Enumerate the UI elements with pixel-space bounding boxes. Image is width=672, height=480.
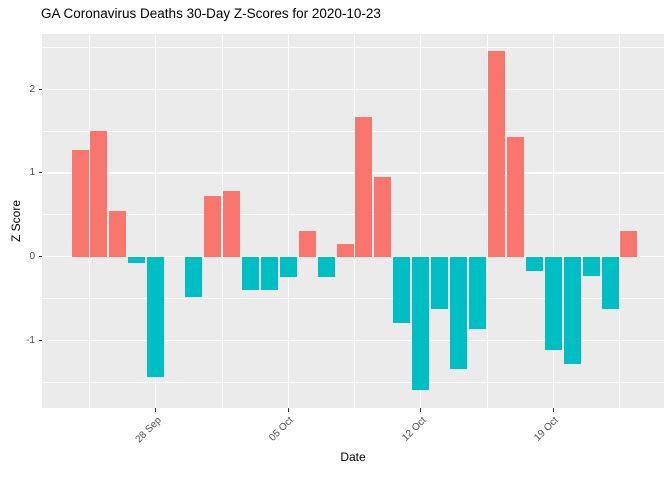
x-axis-title: Date: [340, 450, 366, 464]
bar-2020-09-25: [90, 131, 108, 257]
bar-2020-10-16: [487, 50, 505, 257]
x-tick-label: 05 Oct: [267, 415, 296, 444]
y-tick-label: 0: [29, 251, 35, 263]
x-tick-label: 19 Oct: [532, 415, 562, 444]
bar-2020-10-20: [563, 256, 581, 364]
bar-2020-10-10: [374, 177, 392, 257]
x-tick-mark: [287, 408, 289, 412]
x-major-gridline: [552, 34, 554, 408]
bar-2020-10-15: [469, 256, 487, 330]
y-minor-gridline: [42, 298, 664, 299]
bar-2020-09-28: [147, 256, 165, 378]
y-tick-mark: [38, 172, 42, 174]
y-minor-gridline: [42, 130, 664, 132]
bar-2020-10-09: [355, 116, 373, 257]
y-major-gridline: [42, 172, 664, 174]
x-tick-label: 28 Sep: [133, 415, 164, 446]
y-tick-mark: [38, 88, 42, 90]
bar-2020-10-11: [393, 256, 411, 323]
y-tick-mark: [38, 256, 42, 258]
bar-2020-10-06: [298, 230, 316, 257]
y-major-gridline: [42, 88, 664, 90]
x-major-gridline: [287, 34, 289, 408]
y-tick-label: 2: [29, 83, 35, 95]
x-minor-gridline: [89, 34, 90, 408]
bar-2020-09-24: [71, 150, 89, 257]
x-major-gridline: [420, 34, 422, 408]
bar-2020-10-08: [336, 244, 354, 257]
x-tick-label: 12 Oct: [399, 415, 429, 444]
bar-2020-10-04: [260, 256, 278, 290]
bar-2020-09-26: [109, 210, 127, 257]
bar-2020-10-19: [544, 256, 562, 351]
plot-panel: [42, 34, 664, 408]
chart-title: GA Coronavirus Deaths 30-Day Z-Scores fo…: [41, 6, 381, 21]
bar-2020-09-30: [185, 256, 203, 297]
y-tick-mark: [38, 339, 42, 341]
bar-2020-10-23: [620, 230, 638, 257]
bar-2020-10-07: [317, 256, 335, 277]
y-major-gridline: [42, 255, 664, 258]
bar-2020-10-21: [582, 256, 600, 276]
bar-2020-10-05: [279, 256, 297, 277]
bar-2020-10-12: [412, 256, 430, 391]
bar-2020-10-22: [601, 256, 619, 310]
bar-2020-10-18: [525, 256, 543, 271]
x-minor-gridline: [619, 34, 620, 408]
bar-2020-10-14: [450, 256, 468, 370]
x-minor-gridline: [354, 34, 355, 408]
x-minor-gridline: [486, 34, 488, 408]
x-tick-mark: [552, 408, 554, 412]
bar-2020-10-13: [431, 256, 449, 310]
y-tick-label: 1: [29, 167, 35, 179]
x-tick-mark: [155, 408, 157, 412]
y-minor-gridline: [42, 381, 664, 383]
bar-2020-10-17: [506, 136, 524, 257]
bar-2020-10-01: [204, 196, 221, 257]
x-tick-mark: [420, 408, 422, 412]
y-minor-gridline: [42, 47, 664, 48]
bar-2020-10-02: [222, 191, 240, 257]
y-major-gridline: [42, 339, 664, 341]
y-tick-label: -1: [26, 334, 35, 346]
bar-2020-09-27: [128, 256, 146, 264]
y-axis-title: Z Score: [9, 199, 23, 243]
y-minor-gridline: [42, 214, 664, 216]
x-major-gridline: [155, 34, 157, 408]
x-minor-gridline: [221, 34, 223, 408]
bar-2020-10-03: [241, 256, 259, 290]
